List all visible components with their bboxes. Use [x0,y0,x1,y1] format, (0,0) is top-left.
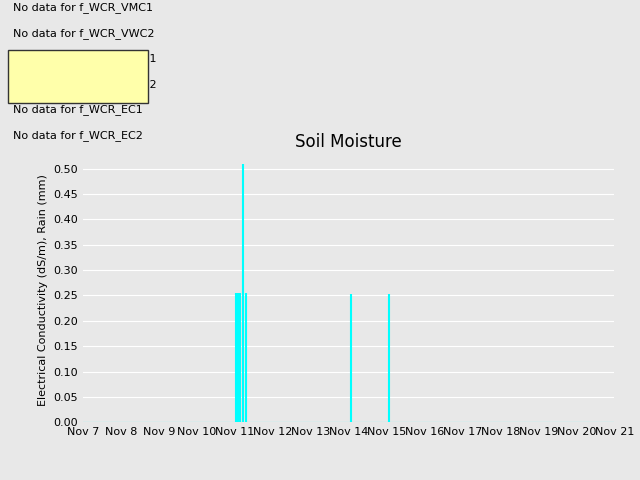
Text: No data for f_WCR_VMC1: No data for f_WCR_VMC1 [13,2,153,13]
Text: No data for f_WCR_Perm1: No data for f_WCR_Perm1 [13,53,156,64]
Text: No data for f_WCR_Perm2: No data for f_WCR_Perm2 [13,79,156,90]
Title: Soil Moisture: Soil Moisture [296,133,402,151]
Y-axis label: Electrical Conductivity (dS/m), Rain (mm): Electrical Conductivity (dS/m), Rain (mm… [38,174,48,407]
Text: No data for f_WCR_VWC2: No data for f_WCR_VWC2 [13,28,154,39]
Text: No data for f_WCR_EC1: No data for f_WCR_EC1 [13,104,143,115]
Text: No data for f_WCR_EC2: No data for f_WCR_EC2 [13,130,143,141]
